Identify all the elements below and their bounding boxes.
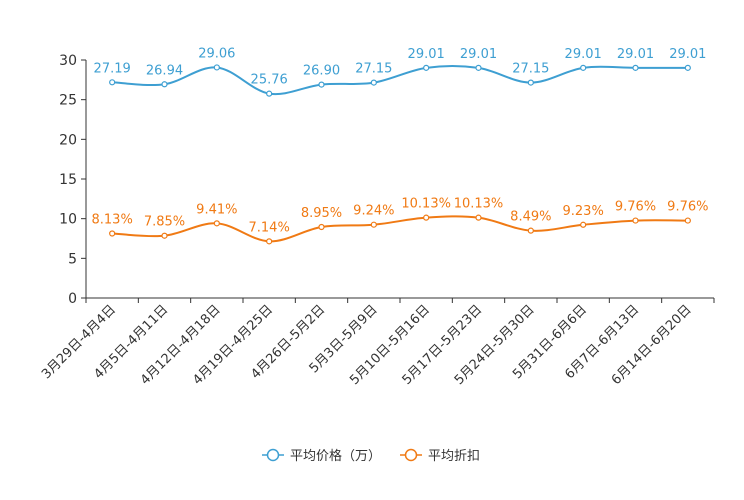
data-label: 29.01 xyxy=(460,47,497,62)
data-label: 8.49% xyxy=(510,210,551,225)
data-label: 9.23% xyxy=(563,204,604,219)
data-label: 29.01 xyxy=(617,47,654,62)
data-point[interactable] xyxy=(370,221,377,228)
data-point[interactable] xyxy=(580,64,587,71)
data-point[interactable] xyxy=(684,217,691,224)
data-label: 26.90 xyxy=(303,64,340,79)
data-label: 8.13% xyxy=(92,213,133,228)
y-tick-label: 30 xyxy=(59,53,77,69)
legend-label: 平均价格（万） xyxy=(290,448,381,464)
data-point[interactable] xyxy=(266,90,273,97)
data-point[interactable] xyxy=(370,79,377,86)
data-point[interactable] xyxy=(213,220,220,227)
series-line-2 xyxy=(112,215,688,243)
data-label: 7.85% xyxy=(144,215,185,230)
data-point[interactable] xyxy=(684,64,691,71)
data-label: 9.76% xyxy=(667,200,708,215)
data-point[interactable] xyxy=(527,227,534,234)
data-label: 27.15 xyxy=(355,62,392,77)
legend-circle-marker xyxy=(266,448,280,462)
data-point[interactable] xyxy=(266,238,273,245)
data-point[interactable] xyxy=(632,217,639,224)
data-label: 25.76 xyxy=(251,73,288,88)
data-point[interactable] xyxy=(109,79,116,86)
data-point[interactable] xyxy=(161,81,168,88)
y-tick-label: 20 xyxy=(59,132,77,148)
data-labels: 27.19 26.94 29.06 25.76 26.90 27.15 29.01 29.01… xyxy=(92,46,709,235)
data-point[interactable] xyxy=(318,81,325,88)
data-label: 7.14% xyxy=(249,220,290,235)
series-layer xyxy=(109,64,691,245)
legend-label: 平均折扣 xyxy=(428,449,480,464)
data-point[interactable] xyxy=(423,214,430,221)
data-point[interactable] xyxy=(475,214,482,221)
legend-item-2[interactable]: 平均折扣 xyxy=(400,448,480,464)
y-tick-label: 15 xyxy=(59,172,77,188)
data-point[interactable] xyxy=(213,64,220,71)
series-line-1 xyxy=(112,65,688,96)
data-point[interactable] xyxy=(632,64,639,71)
data-label: 27.19 xyxy=(94,61,131,76)
legend: 平均价格（万） 平均折扣 xyxy=(262,448,480,464)
data-label: 9.24% xyxy=(353,204,394,219)
legend-circle-marker xyxy=(404,448,418,462)
data-point[interactable] xyxy=(109,230,116,237)
data-label: 29.06 xyxy=(198,46,235,61)
data-point[interactable] xyxy=(161,232,168,239)
y-tick-label: 25 xyxy=(59,93,77,109)
data-point[interactable] xyxy=(318,223,325,231)
y-tick-label: 0 xyxy=(68,291,77,307)
data-point[interactable] xyxy=(423,64,430,71)
data-label: 10.13% xyxy=(454,197,504,212)
data-label: 8.95% xyxy=(301,206,342,221)
data-label: 26.94 xyxy=(146,63,183,78)
data-point[interactable] xyxy=(527,79,534,86)
data-label: 9.41% xyxy=(196,202,237,217)
data-point[interactable] xyxy=(475,64,482,71)
data-label: 27.15 xyxy=(512,62,549,77)
data-label: 29.01 xyxy=(565,47,602,62)
y-tick-label: 10 xyxy=(59,212,77,228)
data-point[interactable] xyxy=(580,221,587,228)
y-tick-label: 5 xyxy=(68,251,77,267)
axes: 0510152025303月29日-4月4日4月5日-4月11日4月12日-4月… xyxy=(39,53,715,388)
legend-item-1[interactable]: 平均价格（万） xyxy=(262,448,381,464)
data-label: 29.01 xyxy=(408,47,445,62)
data-label: 9.76% xyxy=(615,200,656,215)
data-label: 10.13% xyxy=(401,197,451,212)
data-label: 29.01 xyxy=(669,47,706,62)
